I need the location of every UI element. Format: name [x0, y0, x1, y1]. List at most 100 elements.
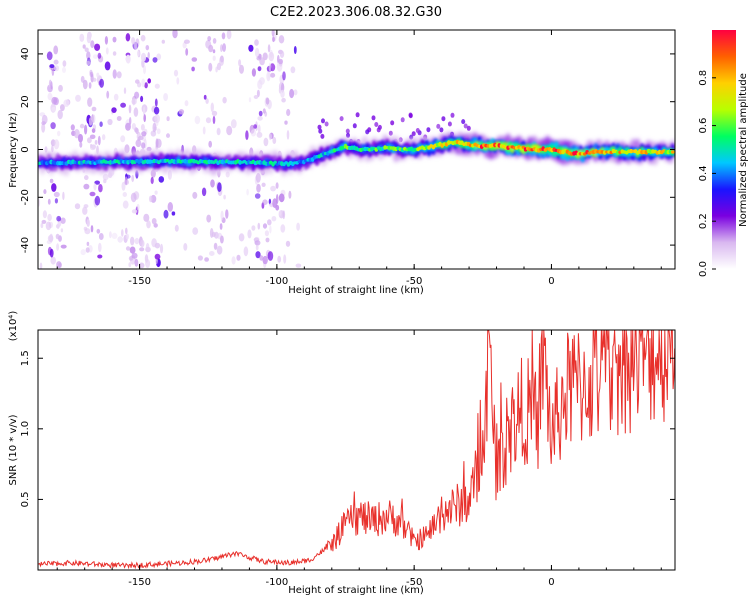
spectrogram-noise-cell: [39, 262, 43, 269]
spectrogram-noise-cell: [63, 99, 70, 107]
spectrogram-noise-cell: [212, 115, 216, 125]
snr-panel: -150 -100 -50 0 0.5 1.0 1.5 (x10⁴) SNR (10 * …: [8, 311, 676, 596]
spectrogram-noise-cell: [220, 235, 224, 244]
spectrogram-noise-cell: [47, 198, 51, 205]
spectrogram-noise-cell: [257, 66, 262, 72]
spectrogram-noise-cell: [122, 192, 128, 197]
spectrogram-noise-cell: [155, 138, 159, 149]
spectrogram-noise-cell: [202, 126, 206, 135]
spectrogram-noise-cell: [262, 255, 268, 265]
spectrogram-noise-cell: [90, 225, 94, 233]
spectrogram-noise-cell: [146, 220, 151, 229]
spectrogram-noise-cell: [278, 35, 285, 44]
spectrogram-noise-cell: [97, 135, 101, 146]
spectrogram-noise-cell: [466, 125, 471, 131]
spectrogram-noise-cell: [121, 181, 126, 191]
spectrogram-noise-cell: [280, 224, 286, 233]
spectrogram-noise-cell: [213, 242, 218, 250]
spectrogram-noise-cell: [112, 51, 117, 56]
spectrogram-noise-cell: [116, 71, 122, 79]
spectrogram-noise-cell: [83, 204, 89, 209]
spectrogram-noise-cell: [92, 114, 96, 124]
spectrogram-noise-cell: [41, 123, 46, 133]
spectrogram-noise-cell: [134, 237, 140, 245]
spectrogram-noise-cell: [267, 219, 272, 226]
y-tick-label: 40: [20, 48, 31, 61]
spectrogram-noise-cell: [55, 233, 60, 240]
spectrogram-noise-cell: [144, 82, 148, 89]
spectrogram-noise-cell: [206, 214, 212, 223]
spectrogram-noise-cell: [408, 113, 413, 119]
spectrogram-noise-cell: [166, 133, 170, 138]
spectrogram-noise-cell: [256, 56, 262, 61]
spectrogram-noise-cell: [205, 40, 212, 49]
spectrogram-noise-cell: [254, 39, 259, 46]
spectrogram-noise-cell: [278, 210, 282, 216]
spectrogram-noise-cell: [98, 242, 102, 253]
spectrogram-noise-cell: [262, 52, 268, 61]
spectrogram-noise-cell: [390, 120, 395, 126]
y-tick-label: -40: [20, 237, 31, 253]
spectrogram-noise-cell: [124, 176, 128, 186]
spectrogram-noise-cell: [46, 51, 53, 61]
spectrogram-noise-cell: [94, 180, 100, 185]
spectrogram-noise-cell: [154, 98, 158, 107]
spectrogram-noise-cell: [239, 64, 244, 74]
spectrogram-noise-cell: [255, 172, 261, 183]
spectrogram-noise-cell: [131, 123, 136, 130]
spectrogram-noise-cell: [97, 254, 103, 259]
spectrogram-noise-cell: [411, 131, 416, 137]
spectrogram-noise-cell: [166, 116, 170, 122]
spectrogram-noise-cell: [87, 31, 92, 39]
spectrogram-noise-cell: [217, 182, 222, 193]
spectrogram-noise-cell: [278, 58, 283, 65]
spectrogram-noise-cell: [128, 104, 132, 114]
spectrogram-ridge-layer: [38, 131, 675, 177]
spectrogram-noise-cell: [463, 123, 468, 129]
spectrogram-noise-cell: [222, 96, 227, 104]
spectrogram-noise-cell: [54, 198, 59, 204]
spectrogram-noise-cell: [148, 195, 153, 203]
spectrogram-noise-cell: [42, 210, 48, 219]
spectrogram-noise-cell: [132, 98, 136, 106]
spectrogram-noise-cell: [163, 93, 169, 101]
spectrogram-noise-cell: [278, 193, 285, 203]
spectrogram-noise-cell: [129, 117, 132, 125]
spectrogram-noise-cell: [51, 106, 56, 112]
spectrogram-noise-cell: [447, 121, 452, 127]
spectrogram-noise-cell: [279, 50, 285, 58]
spectrogram-noise-cell: [219, 56, 225, 66]
spectrogram-noise-cell: [142, 106, 146, 116]
spectrogram-noise-cell: [365, 129, 370, 135]
spectrogram-noise-cell: [441, 116, 446, 122]
spectrogram-noise-cell: [268, 51, 275, 62]
spectrogram-noise-cell: [154, 253, 161, 260]
spectrogram-noise-cell: [191, 66, 195, 72]
spectrogram-noise-cell: [47, 92, 53, 101]
ridge-cell: [387, 145, 392, 151]
spectrogram-noise-cell: [288, 190, 292, 199]
spectrogram-noise-cell: [222, 43, 227, 52]
spectrogram-noise-cell: [140, 95, 144, 102]
spectrogram-noise-cell: [143, 65, 146, 75]
spectrogram-noise-cell: [131, 174, 135, 183]
spectrogram-noise-cell: [253, 95, 259, 99]
y-tick-label: 0.5: [20, 491, 31, 507]
spectrogram-noise-cell: [109, 231, 112, 239]
ridge-layer: [38, 139, 675, 167]
spectrogram-noise-cell: [223, 194, 226, 200]
spectrogram-noise-cell: [262, 223, 268, 229]
spectrogram-noise-cell: [267, 251, 274, 261]
spectrogram-noise-cell: [79, 141, 83, 148]
spectrogram-noise-cell: [318, 128, 323, 134]
x-tick-label: -100: [266, 276, 289, 287]
spectrogram-noise-cell: [208, 140, 212, 148]
spectrogram-noise-cell: [216, 127, 221, 136]
spectrogram-noise-cell: [112, 69, 117, 79]
spectrogram-noise-cell: [126, 174, 131, 179]
spectrogram-noise-cell: [96, 72, 100, 78]
spectrogram-noise-cell: [183, 39, 190, 44]
spectrogram-noise-cell: [85, 60, 91, 66]
spectrogram-noise-cell: [208, 62, 213, 72]
spectrogram-noise-cell: [121, 229, 124, 237]
